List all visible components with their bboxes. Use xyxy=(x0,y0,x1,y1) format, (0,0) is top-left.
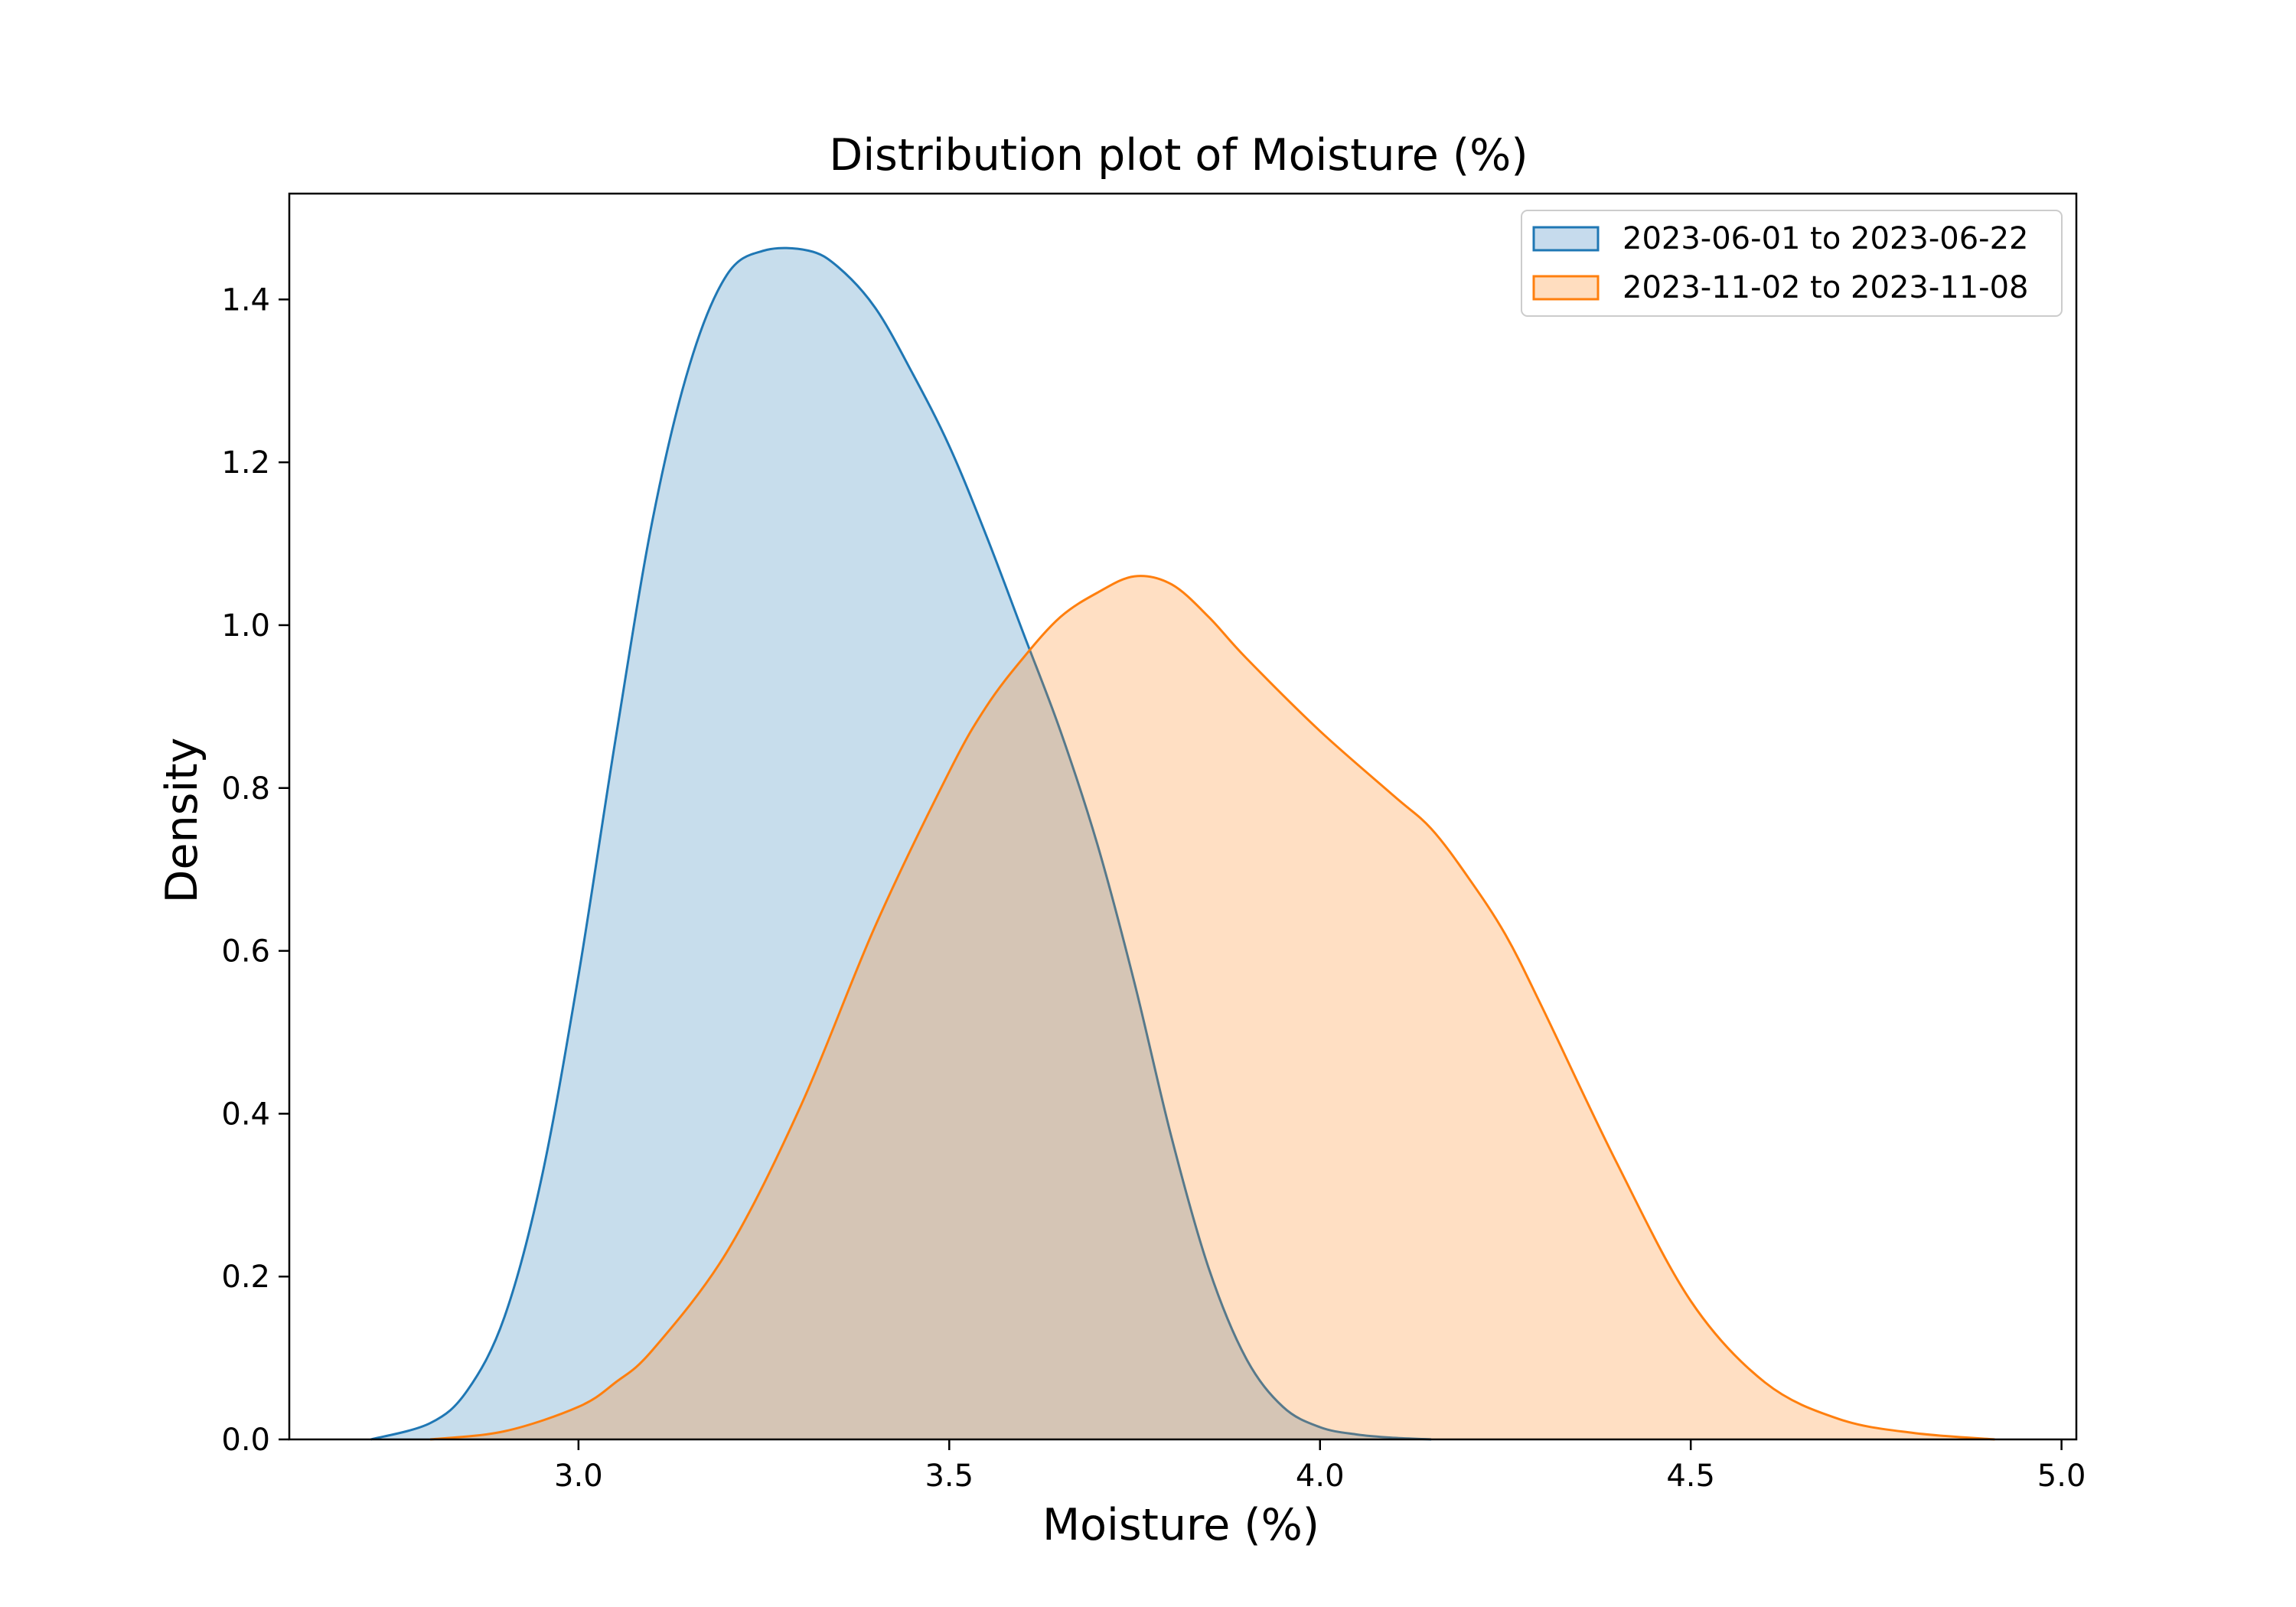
series-area-1 xyxy=(370,248,1432,1440)
y-tick-label: 0.0 xyxy=(221,1423,270,1458)
legend-label-1: 2023-06-01 to 2023-06-22 xyxy=(1623,221,2029,256)
legend-swatch-2 xyxy=(1532,275,1600,301)
y-tick-label: 0.8 xyxy=(221,771,270,807)
y-tick-label: 0.6 xyxy=(221,934,270,970)
chart-title: Distribution plot of Moisture (%) xyxy=(829,130,1528,181)
y-tick-label: 0.4 xyxy=(221,1097,270,1132)
series-layer xyxy=(370,246,1995,1441)
y-tick-label: 1.2 xyxy=(221,445,270,481)
legend-box xyxy=(1521,210,2063,317)
x-axis: 3.0 3.5 4.0 4.5 5.0 xyxy=(554,1439,2086,1494)
x-tick-label: 4.0 xyxy=(1296,1459,1345,1494)
series-area-2 xyxy=(430,575,1995,1439)
legend: 2023-06-01 to 2023-06-22 2023-11-02 to 20… xyxy=(1521,210,2063,317)
x-tick-label: 4.5 xyxy=(1666,1459,1715,1494)
x-axis-label: Moisture (%) xyxy=(1042,1500,1319,1550)
legend-swatch-1 xyxy=(1532,226,1600,252)
y-tick-label: 0.2 xyxy=(221,1260,270,1295)
series-line-2 xyxy=(429,575,1995,1441)
x-tick-label: 3.5 xyxy=(925,1459,974,1494)
legend-label-2: 2023-11-02 to 2023-11-08 xyxy=(1623,270,2029,305)
x-tick-label: 3.0 xyxy=(554,1459,603,1494)
series-line-1 xyxy=(370,246,1432,1441)
y-axis-label: Density xyxy=(157,738,207,904)
plot-frame xyxy=(288,192,2078,1441)
y-tick-label: 1.0 xyxy=(221,608,270,644)
y-tick-label: 1.4 xyxy=(221,282,270,318)
x-tick-label: 5.0 xyxy=(2037,1459,2086,1494)
y-axis: 0.0 0.2 0.4 0.6 0.8 1.0 1.2 1.4 xyxy=(221,282,289,1458)
